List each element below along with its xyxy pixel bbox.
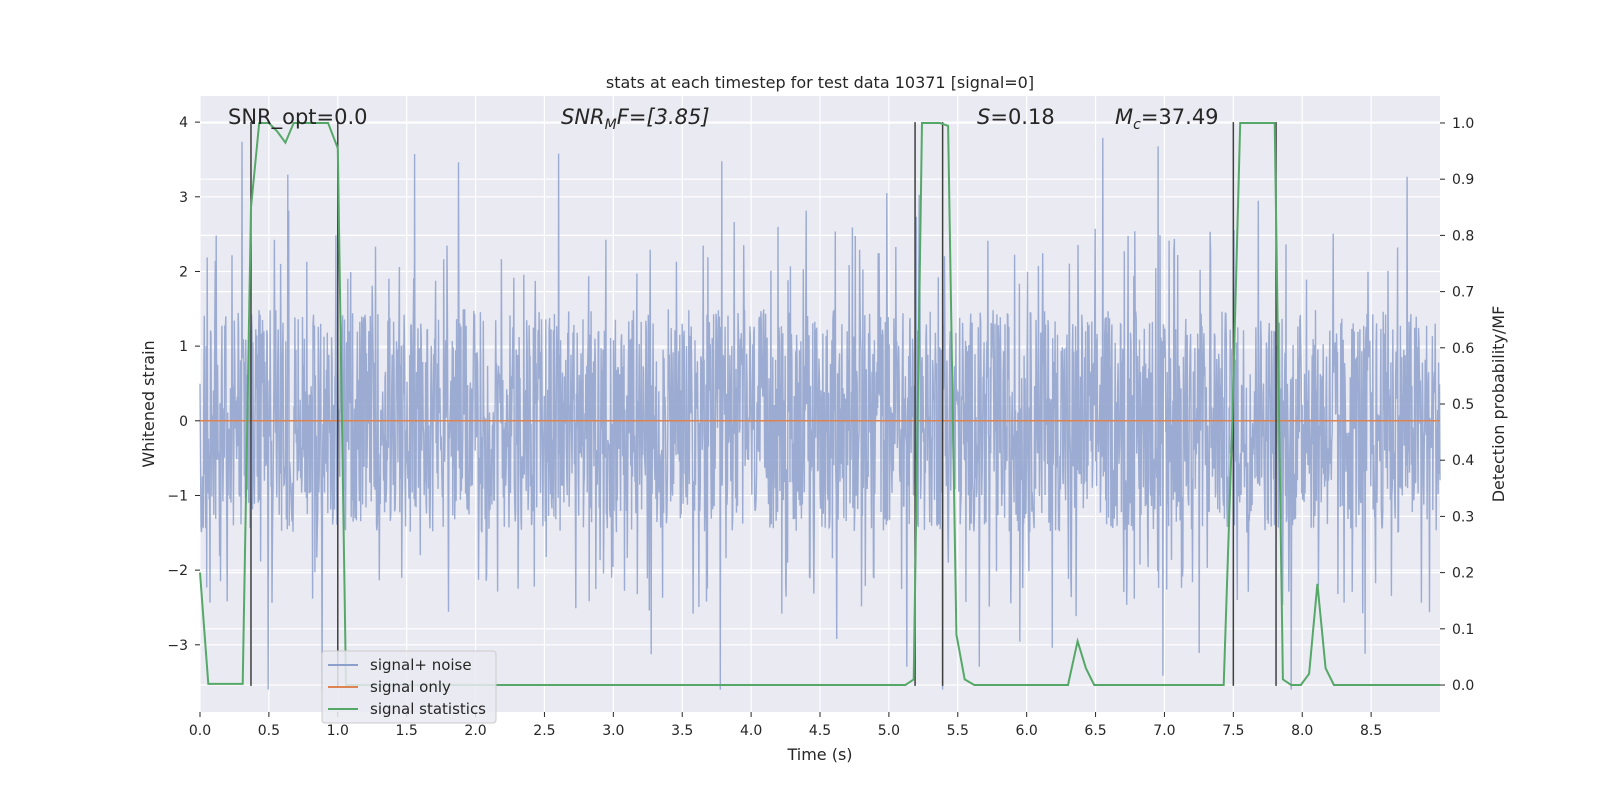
y-axis-label: Whitened strain <box>139 340 158 467</box>
y-tick-label: −3 <box>167 638 188 654</box>
y-right-axis-ticks: 0.0 0.1 0.2 0.3 0.4 0.5 0.6 0.7 0.8 0.9 1.0 <box>1440 116 1474 694</box>
y-right-tick-label: 0.0 <box>1452 678 1474 694</box>
x-tick-label: 4.5 <box>809 723 831 739</box>
x-tick-label: 1.0 <box>327 723 349 739</box>
x-tick-label: 3.0 <box>602 723 624 739</box>
y-tick-label: 3 <box>179 190 188 206</box>
y-tick-label: 1 <box>179 339 188 355</box>
y-right-tick-label: 0.9 <box>1452 172 1474 188</box>
x-tick-label: 2.5 <box>533 723 555 739</box>
y-right-tick-label: 0.4 <box>1452 453 1474 469</box>
x-axis-ticks: 0.0 0.5 1.0 1.5 2.0 2.5 3.0 3.5 4.0 4.5 5.0 5.5 6.0 6… <box>189 712 1382 739</box>
x-tick-label: 5.5 <box>947 723 969 739</box>
x-tick-label: 3.5 <box>671 723 693 739</box>
legend-label-signal-noise: signal+ noise <box>370 656 472 674</box>
y-right-tick-label: 0.8 <box>1452 228 1474 244</box>
x-tick-label: 4.0 <box>740 723 762 739</box>
y-right-tick-label: 0.7 <box>1452 285 1474 301</box>
series-signal-statistics <box>199 122 1440 686</box>
x-tick-label: 6.5 <box>1084 723 1106 739</box>
annotation-s: S=0.18 <box>977 105 1055 129</box>
y-tick-label: −1 <box>167 488 188 504</box>
legend-label-signal-only: signal only <box>370 678 451 696</box>
y-tick-label: 4 <box>179 115 188 131</box>
legend-box <box>321 650 497 724</box>
x-tick-label: 8.5 <box>1360 723 1382 739</box>
y-right-tick-label: 0.1 <box>1452 622 1474 638</box>
y-right-axis-label: Detection probability/MF <box>1489 306 1508 503</box>
x-tick-label: 6.0 <box>1016 723 1038 739</box>
y-right-tick-label: 0.6 <box>1452 341 1474 357</box>
y-right-tick-label: 0.2 <box>1452 566 1474 582</box>
y-right-tick-label: 0.3 <box>1452 509 1474 525</box>
x-tick-label: 7.5 <box>1222 723 1244 739</box>
x-tick-label: 0.5 <box>258 723 280 739</box>
annotation-mc: Mc=37.49 <box>1115 105 1219 133</box>
x-tick-label: 1.5 <box>396 723 418 739</box>
x-tick-label: 8.0 <box>1291 723 1313 739</box>
annotation-snr-mf: SNRMF=[3.85] <box>561 105 710 133</box>
x-axis-label: Time (s) <box>786 745 852 764</box>
y-tick-label: −2 <box>167 563 188 579</box>
x-tick-label: 2.0 <box>464 723 486 739</box>
x-tick-label: 0.0 <box>189 723 211 739</box>
annotation-snr-opt: SNR_opt=0.0 <box>228 105 368 130</box>
x-tick-label: 5.0 <box>878 723 900 739</box>
y-tick-label: 0 <box>179 414 188 430</box>
chart-title: stats at each timestep for test data 103… <box>606 73 1034 92</box>
y-tick-label: 2 <box>179 264 188 280</box>
x-tick-label: 7.0 <box>1153 723 1175 739</box>
y-axis-ticks: −3 −2 −1 0 1 2 3 4 <box>167 115 200 654</box>
legend-label-signal-statistics: signal statistics <box>370 700 486 718</box>
legend: signal+ noise signal only signal statist… <box>321 650 497 724</box>
signal-statistics-line <box>199 122 1440 686</box>
y-right-tick-label: 1.0 <box>1452 116 1474 132</box>
y-right-tick-label: 0.5 <box>1452 397 1474 413</box>
